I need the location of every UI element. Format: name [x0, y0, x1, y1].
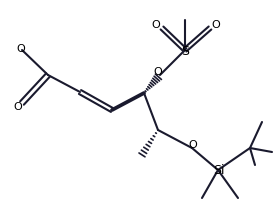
Text: O: O	[17, 44, 25, 54]
Text: O: O	[14, 102, 22, 112]
Text: O: O	[212, 20, 220, 30]
Text: O: O	[154, 67, 162, 77]
Text: O: O	[189, 140, 197, 150]
Text: S: S	[181, 45, 189, 58]
Text: Si: Si	[213, 165, 225, 177]
Text: O: O	[152, 20, 160, 30]
